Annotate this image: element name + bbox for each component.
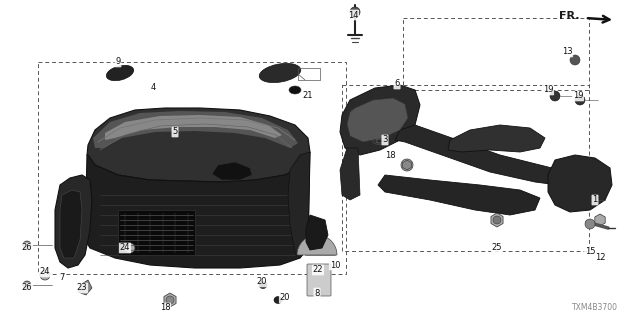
Circle shape <box>570 55 580 65</box>
Circle shape <box>575 95 585 105</box>
Polygon shape <box>448 125 545 152</box>
Text: 10: 10 <box>330 260 340 269</box>
Text: 3: 3 <box>382 135 388 145</box>
Bar <box>342 85 589 251</box>
Text: 5: 5 <box>172 127 178 137</box>
Polygon shape <box>395 125 565 185</box>
Circle shape <box>493 216 501 224</box>
Text: 13: 13 <box>562 47 572 57</box>
Text: 25: 25 <box>492 244 502 252</box>
Circle shape <box>23 281 31 289</box>
Text: 26: 26 <box>22 244 32 252</box>
Ellipse shape <box>259 282 267 289</box>
Text: 20: 20 <box>280 293 291 302</box>
Polygon shape <box>78 280 92 295</box>
Text: 12: 12 <box>595 253 605 262</box>
Polygon shape <box>85 152 310 268</box>
Polygon shape <box>93 111 298 148</box>
Polygon shape <box>347 98 408 142</box>
Circle shape <box>125 243 135 253</box>
Circle shape <box>550 91 560 101</box>
Text: 6: 6 <box>394 79 400 89</box>
Circle shape <box>401 159 413 171</box>
Text: 24: 24 <box>120 244 131 252</box>
Ellipse shape <box>274 297 282 303</box>
Text: 21: 21 <box>303 91 313 100</box>
Text: FR.: FR. <box>559 11 580 21</box>
Polygon shape <box>288 152 310 258</box>
Text: 20: 20 <box>257 277 268 286</box>
Polygon shape <box>378 175 540 215</box>
Circle shape <box>23 241 31 249</box>
Text: 18: 18 <box>385 150 396 159</box>
Polygon shape <box>212 162 252 180</box>
Polygon shape <box>340 85 420 155</box>
Polygon shape <box>340 148 360 200</box>
Polygon shape <box>60 190 82 258</box>
Text: 15: 15 <box>585 247 595 257</box>
Polygon shape <box>548 155 612 212</box>
Bar <box>298 68 320 80</box>
Text: 14: 14 <box>348 11 358 20</box>
Text: 1: 1 <box>593 196 598 204</box>
Polygon shape <box>306 215 328 250</box>
Text: 23: 23 <box>77 284 87 292</box>
Ellipse shape <box>289 86 301 94</box>
Bar <box>403 18 589 90</box>
Wedge shape <box>297 235 337 255</box>
Text: 19: 19 <box>543 85 553 94</box>
Bar <box>38 62 346 274</box>
Text: 18: 18 <box>160 303 170 313</box>
Circle shape <box>166 296 174 304</box>
Text: TXM4B3700: TXM4B3700 <box>572 303 618 313</box>
Polygon shape <box>87 108 310 182</box>
Text: 22: 22 <box>313 266 323 275</box>
Polygon shape <box>55 175 92 268</box>
Polygon shape <box>118 210 195 255</box>
Circle shape <box>350 7 360 17</box>
Circle shape <box>40 270 50 280</box>
Polygon shape <box>105 115 282 140</box>
Text: 9: 9 <box>115 58 120 67</box>
Ellipse shape <box>259 63 301 83</box>
Text: 8: 8 <box>314 289 320 298</box>
Circle shape <box>585 219 595 229</box>
Text: 26: 26 <box>22 284 32 292</box>
Ellipse shape <box>106 65 134 81</box>
Text: 19: 19 <box>573 92 583 100</box>
Text: 24: 24 <box>40 268 51 276</box>
FancyBboxPatch shape <box>307 264 331 296</box>
Text: 7: 7 <box>60 274 65 283</box>
Text: 4: 4 <box>150 84 156 92</box>
